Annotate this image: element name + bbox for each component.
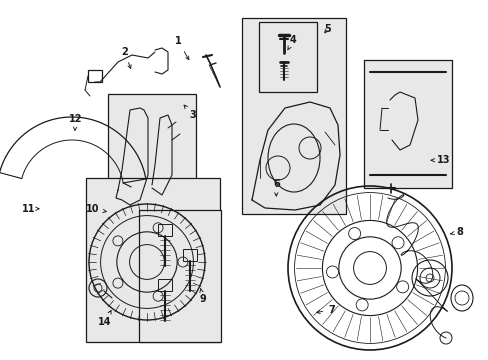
Bar — [183, 249, 197, 261]
Text: 10: 10 — [86, 204, 106, 214]
Bar — [88, 70, 102, 82]
Bar — [108, 94, 196, 212]
Bar — [139, 210, 221, 342]
Bar — [158, 224, 172, 236]
Text: 6: 6 — [272, 179, 279, 196]
Bar — [158, 279, 172, 291]
Text: 3: 3 — [183, 105, 196, 120]
Text: 2: 2 — [121, 47, 131, 68]
Text: 4: 4 — [287, 35, 296, 50]
Bar — [86, 178, 220, 342]
Text: 7: 7 — [316, 305, 334, 315]
Bar — [242, 18, 346, 214]
Bar — [259, 22, 316, 92]
Text: 12: 12 — [69, 114, 82, 130]
Text: 11: 11 — [21, 204, 39, 214]
Text: 9: 9 — [199, 288, 206, 304]
Text: 8: 8 — [449, 227, 462, 237]
Text: 1: 1 — [175, 36, 188, 60]
Text: 14: 14 — [98, 311, 112, 327]
Text: 5: 5 — [324, 24, 330, 34]
Bar — [363, 60, 451, 188]
Text: 13: 13 — [430, 155, 450, 165]
